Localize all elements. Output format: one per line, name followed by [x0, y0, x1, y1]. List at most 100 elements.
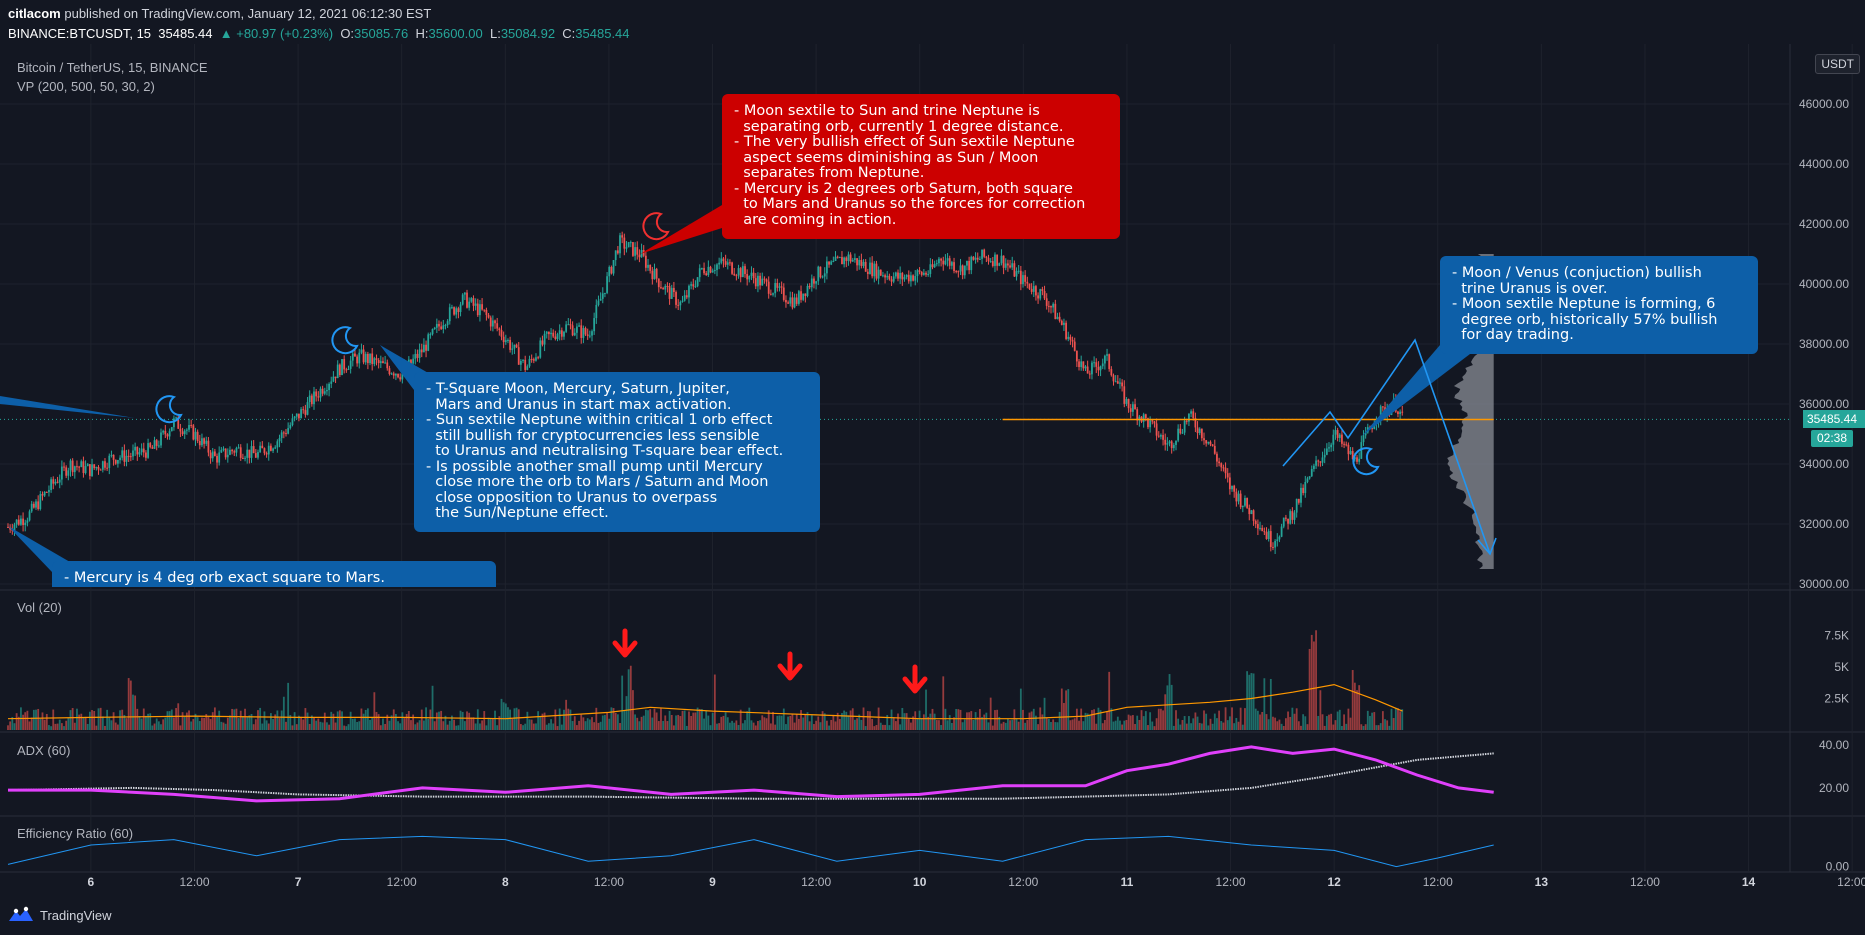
candle-body: [168, 431, 171, 437]
volume-bar: [1160, 708, 1162, 730]
candle-body: [73, 466, 76, 473]
candle-body: [780, 286, 783, 288]
note-blue-t-square[interactable]: - T-Square Moon, Mercury, Saturn, Jupite…: [414, 372, 820, 532]
candle-body: [1353, 457, 1356, 460]
symbol-label[interactable]: BINANCE:BTCUSDT, 15: [8, 26, 152, 41]
volume-bar: [573, 716, 576, 730]
volume-bar: [481, 720, 483, 730]
candle-body: [183, 430, 186, 435]
volume-bar: [1256, 710, 1259, 730]
candle-body: [871, 262, 874, 277]
candle-body: [713, 270, 716, 272]
er-pane-title[interactable]: Efficiency Ratio (60): [17, 826, 134, 841]
candle-body: [132, 450, 134, 457]
volume-bar: [830, 719, 833, 730]
volume-bar: [513, 708, 516, 730]
candle-body: [1239, 493, 1242, 508]
volume-bar: [595, 707, 598, 730]
volume-bar: [127, 678, 130, 730]
candle-body: [1116, 381, 1119, 384]
volume-bar: [420, 709, 423, 730]
volume-bar: [41, 712, 44, 730]
volume-bar: [1347, 708, 1350, 730]
currency-tag[interactable]: USDT: [1815, 54, 1860, 74]
candle-body: [213, 451, 216, 456]
volume-bar: [640, 716, 643, 730]
candle-body: [474, 303, 477, 306]
candle-body: [847, 254, 850, 261]
candle-body: [28, 511, 31, 521]
candle-body: [543, 333, 546, 345]
volume-bar: [479, 723, 481, 730]
volume-bar: [157, 721, 160, 730]
moon-icon: [331, 326, 359, 355]
candle-body: [500, 330, 503, 337]
volume-bar: [608, 718, 611, 730]
volume-bar: [224, 723, 227, 730]
volume-bar: [39, 718, 42, 730]
volume-bar: [496, 725, 499, 730]
candle-body: [1004, 263, 1007, 268]
candle-body: [1351, 451, 1354, 460]
candle-body: [433, 327, 436, 330]
publisher-name[interactable]: citlacom: [8, 6, 61, 21]
note-blue-moon-venus[interactable]: - Moon / Venus (conjuction) bullish trin…: [1440, 256, 1758, 354]
candle-body: [60, 466, 63, 480]
candle-body: [237, 447, 240, 449]
candle-body: [481, 304, 483, 310]
volume-bar: [543, 712, 546, 730]
adx-pane-title[interactable]: ADX (60): [17, 743, 71, 758]
volume-bar: [494, 710, 496, 730]
candle-body: [58, 479, 61, 483]
candle-body: [636, 247, 639, 255]
volume-bar: [32, 709, 35, 730]
candle-body: [769, 293, 772, 295]
volume-bar: [757, 721, 759, 730]
volume-bar: [153, 723, 156, 730]
volume-bar: [1144, 711, 1147, 730]
candle-body: [733, 273, 736, 276]
note-red-moon-sextile[interactable]: - Moon sextile to Sun and trine Neptune …: [722, 94, 1120, 239]
candle-body: [1261, 527, 1264, 532]
volume-bar: [782, 708, 785, 730]
vp-indicator-title[interactable]: VP (200, 500, 50, 30, 2): [17, 79, 155, 94]
volume-bar: [578, 720, 580, 730]
candle-body: [1196, 427, 1199, 434]
candle-body: [701, 268, 703, 270]
volume-bar: [101, 716, 104, 730]
candle-body: [922, 272, 925, 275]
volume-bar: [455, 725, 458, 730]
candle-body: [825, 261, 828, 274]
candle-body: [181, 431, 184, 435]
candle-body: [145, 452, 147, 458]
volume-bar: [1300, 725, 1302, 730]
volume-bar: [1039, 707, 1042, 730]
volume-bar: [1360, 724, 1363, 730]
candle-body: [48, 489, 50, 493]
candle-body: [550, 332, 552, 335]
volume-pane-title[interactable]: Vol (20): [17, 600, 62, 615]
candle-body: [444, 325, 447, 327]
footer-brand[interactable]: TradingView: [40, 907, 112, 923]
candle-body: [1194, 418, 1197, 428]
volume-bar: [629, 665, 632, 730]
candle-body: [1280, 526, 1283, 537]
candle-body: [1084, 366, 1087, 369]
note-blue-mercury[interactable]: - Mercury is 4 deg orb exact square to M…: [52, 561, 496, 587]
candle-body: [375, 358, 378, 361]
efficiency-ratio-line: [7, 835, 1494, 868]
candle-body: [351, 353, 354, 361]
volume-bar: [1103, 719, 1106, 730]
volume-bar: [99, 707, 102, 730]
candle-body: [244, 457, 246, 459]
candle-body: [1371, 428, 1374, 430]
volume-bar: [1241, 724, 1244, 730]
volume-bar: [416, 722, 419, 730]
candle-body: [726, 262, 729, 265]
candle-body: [1127, 398, 1130, 409]
volume-bar: [907, 718, 910, 730]
volume-bar: [968, 712, 971, 730]
candle-body: [1093, 362, 1096, 364]
candle-body: [672, 287, 675, 293]
volume-bar: [220, 721, 223, 730]
